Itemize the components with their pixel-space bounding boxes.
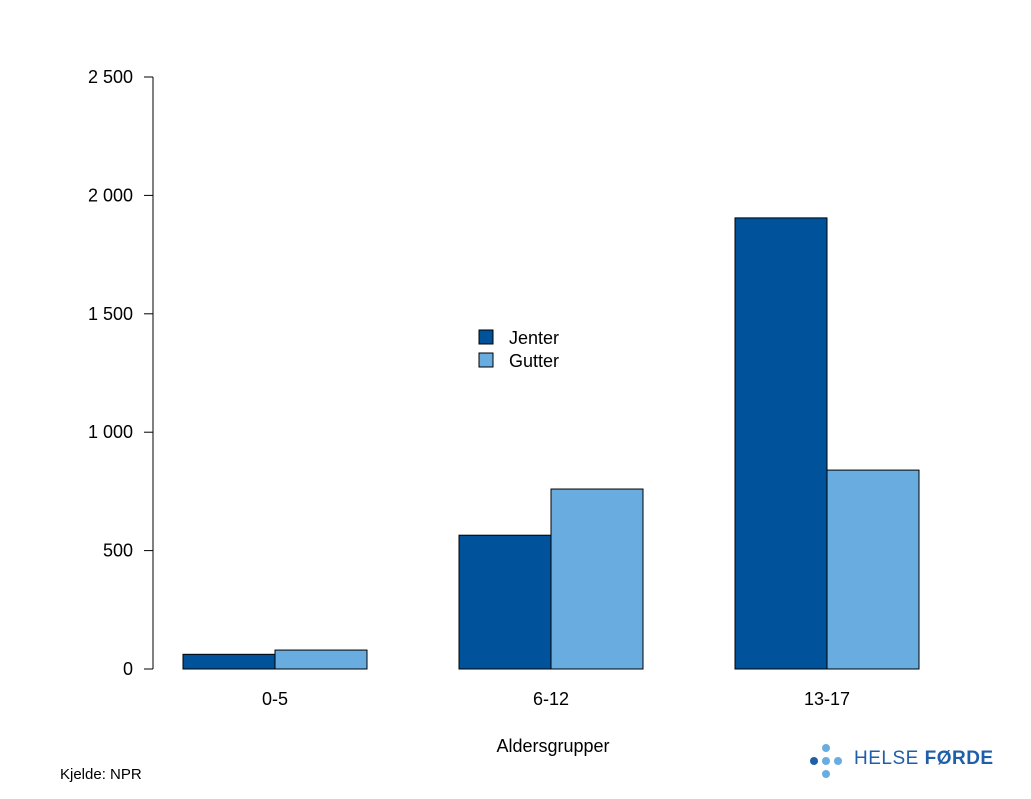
legend-label-gutter: Gutter bbox=[509, 351, 559, 371]
logo-word-forde: FØRDE bbox=[924, 748, 994, 769]
bar-gutter-6-12 bbox=[550, 488, 644, 670]
logo-dot-icon bbox=[810, 757, 818, 765]
bar-gutter-13-17 bbox=[826, 469, 920, 670]
y-tick-label: 2 000 bbox=[88, 185, 133, 205]
source-note: Kjelde: NPR bbox=[60, 766, 142, 783]
logo-dot-icon bbox=[834, 757, 842, 765]
x-axis-label: Aldersgrupper bbox=[496, 736, 609, 756]
y-tick-label: 0 bbox=[123, 659, 133, 679]
logo-dot-icon bbox=[822, 757, 830, 765]
logo-dot-icon bbox=[822, 770, 830, 778]
bar-jenter-0-5 bbox=[182, 653, 276, 670]
bar-jenter-13-17 bbox=[734, 217, 828, 670]
x-tick-label: 0-5 bbox=[262, 689, 288, 709]
y-tick-label: 1 500 bbox=[88, 304, 133, 324]
logo-text: HELSE FØRDE bbox=[854, 748, 994, 770]
bar-jenter-6-12 bbox=[458, 534, 552, 670]
logo-word-helse: HELSE bbox=[854, 748, 919, 769]
y-tick-label: 500 bbox=[103, 541, 133, 561]
x-tick-label: 13-17 bbox=[804, 689, 850, 709]
y-tick-label: 2 500 bbox=[88, 67, 133, 87]
logo-dot-icon bbox=[822, 744, 830, 752]
helse-forde-logo: HELSE FØRDE bbox=[806, 744, 1006, 780]
bar-gutter-0-5 bbox=[274, 649, 368, 670]
legend-swatch-gutter bbox=[478, 352, 494, 368]
y-tick-label: 1 000 bbox=[88, 422, 133, 442]
legend-swatch-jenter bbox=[478, 329, 494, 345]
legend-label-jenter: Jenter bbox=[509, 328, 559, 348]
x-tick-label: 6-12 bbox=[533, 689, 569, 709]
